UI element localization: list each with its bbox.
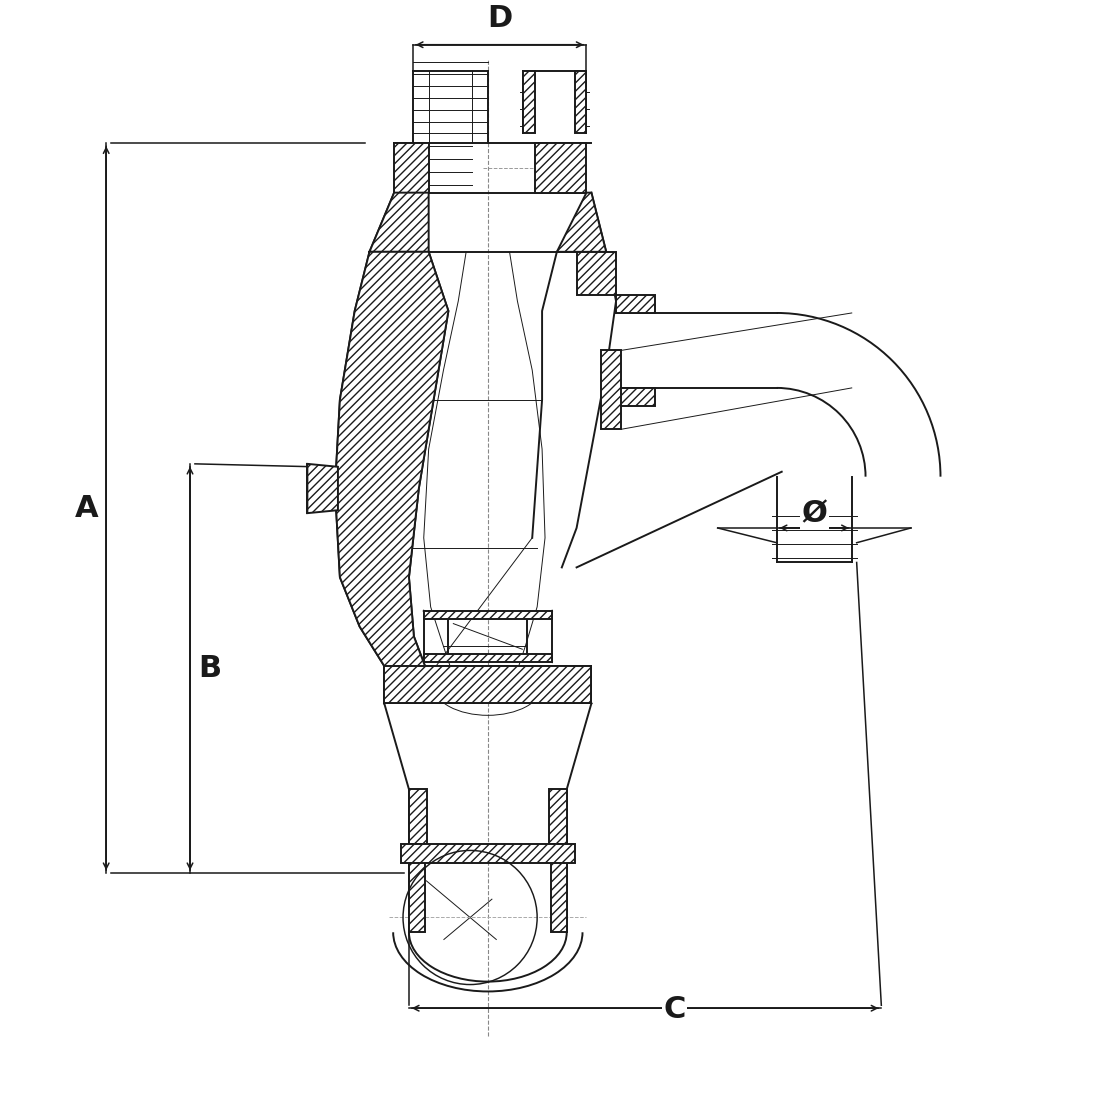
Polygon shape <box>551 843 567 932</box>
Polygon shape <box>557 193 607 252</box>
Polygon shape <box>408 843 425 932</box>
Polygon shape <box>616 388 656 405</box>
Polygon shape <box>424 611 552 619</box>
Text: Ø: Ø <box>802 499 827 529</box>
Polygon shape <box>549 789 567 843</box>
Polygon shape <box>577 252 616 296</box>
Polygon shape <box>384 666 591 703</box>
Text: B: B <box>198 654 221 683</box>
Polygon shape <box>616 296 656 313</box>
Polygon shape <box>408 789 427 843</box>
Text: A: A <box>74 494 99 522</box>
Polygon shape <box>394 143 428 193</box>
Text: C: C <box>664 994 685 1024</box>
Polygon shape <box>575 71 587 134</box>
Polygon shape <box>401 843 575 863</box>
Polygon shape <box>335 252 448 685</box>
Polygon shape <box>369 193 428 252</box>
Text: D: D <box>487 4 512 33</box>
Polygon shape <box>601 350 621 429</box>
Polygon shape <box>523 71 535 134</box>
Polygon shape <box>424 654 552 662</box>
Polygon shape <box>535 143 587 193</box>
Polygon shape <box>308 464 338 514</box>
